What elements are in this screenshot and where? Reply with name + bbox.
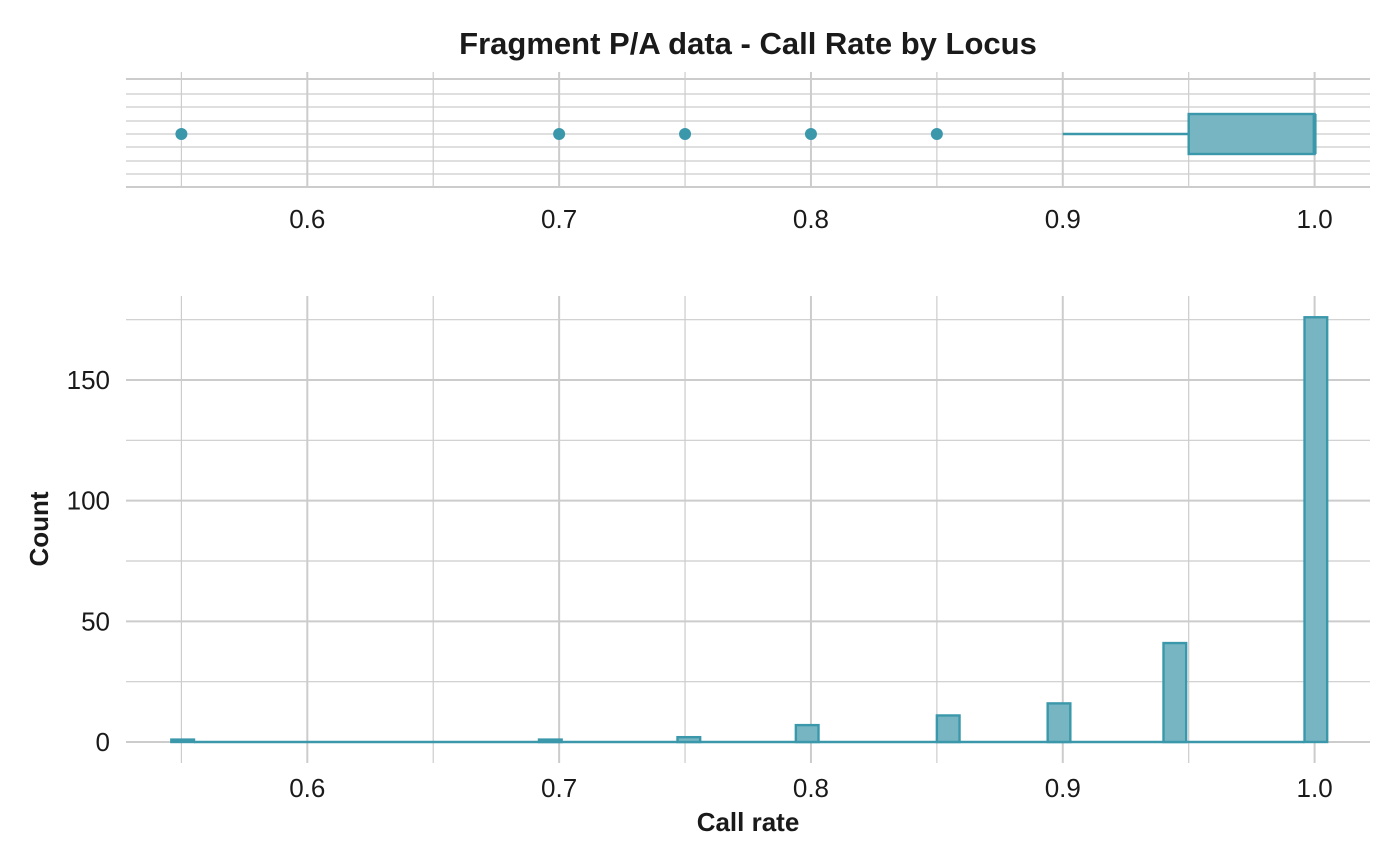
- boxplot-panel: 0.6 0.7 0.8 0.9 1.0: [126, 72, 1370, 234]
- boxplot-gridlines: [126, 72, 1370, 188]
- box-x-tick-label: 0.6: [289, 204, 325, 234]
- hist-bar: [1046, 702, 1072, 744]
- x-axis-title: Call rate: [697, 807, 800, 837]
- hist-y-tick-label: 150: [67, 365, 110, 395]
- hist-y-tick-label: 0: [96, 727, 110, 757]
- hist-x-tick-label: 0.7: [541, 773, 577, 803]
- hist-x-tick-label: 0.8: [793, 773, 829, 803]
- hist-y-tick-label: 50: [81, 606, 110, 636]
- box-outlier-point: [175, 128, 188, 140]
- histogram-panel: 0.6 0.7 0.8 0.9 1.0 0 50 100 150: [67, 296, 1370, 803]
- histogram-y-tick-labels: 0 50 100 150: [67, 365, 110, 757]
- box-body: [1187, 112, 1316, 156]
- boxplot-x-tick-labels: 0.6 0.7 0.8 0.9 1.0: [289, 204, 1332, 234]
- box-outlier-point: [553, 128, 566, 140]
- box-x-tick-label: 0.9: [1045, 204, 1081, 234]
- hist-bar: [1303, 316, 1329, 744]
- hist-y-tick-label: 100: [67, 486, 110, 516]
- hist-bar: [676, 735, 702, 744]
- y-axis-title: Count: [24, 491, 54, 566]
- hist-x-tick-label: 0.9: [1045, 773, 1081, 803]
- hist-bar: [935, 714, 961, 744]
- histogram-x-tick-labels: 0.6 0.7 0.8 0.9 1.0: [289, 773, 1332, 803]
- box-outlier-point: [930, 128, 943, 140]
- chart-title: Fragment P/A data - Call Rate by Locus: [459, 26, 1037, 61]
- hist-bar: [1162, 641, 1188, 744]
- hist-bar: [794, 723, 820, 744]
- boxplot-marks: [175, 112, 1317, 156]
- box-x-tick-label: 0.7: [541, 204, 577, 234]
- box-x-tick-label: 1.0: [1297, 204, 1333, 234]
- hist-x-tick-label: 0.6: [289, 773, 325, 803]
- histogram-bars: [170, 316, 1329, 744]
- box-outlier-point: [804, 128, 817, 140]
- box-x-tick-label: 0.8: [793, 204, 829, 234]
- box-outlier-point: [679, 128, 692, 140]
- hist-bar: [537, 738, 563, 744]
- hist-x-tick-label: 1.0: [1297, 773, 1333, 803]
- hist-bar: [170, 738, 196, 744]
